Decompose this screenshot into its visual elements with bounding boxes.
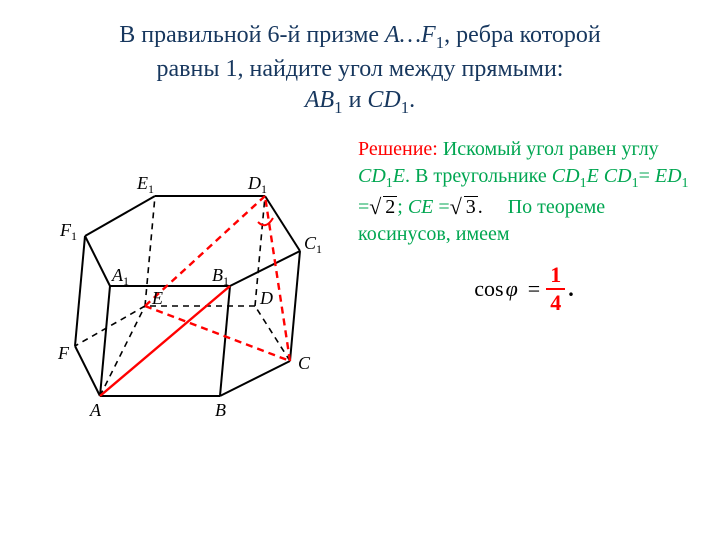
- solution-lead: Решение:: [358, 138, 438, 160]
- svg-text:E1: E1: [136, 173, 154, 196]
- svg-text:B: B: [215, 400, 226, 420]
- sol-ed: ED: [655, 165, 682, 187]
- sqrt2-val: 2: [383, 196, 397, 217]
- title-sub-2: 1: [334, 98, 342, 117]
- sol-cd1e: E: [393, 165, 405, 187]
- prism-figure: A B C D E F A1 B1 C1 D1 E1 F1: [30, 136, 350, 436]
- sol-ceeq: =: [433, 196, 449, 218]
- title-text-2: , ребра которой: [444, 22, 601, 48]
- sol-cd1: CD: [358, 165, 386, 187]
- fn-cos: cos: [474, 274, 503, 304]
- sol-cd1s: 1: [386, 176, 393, 191]
- svg-text:D1: D1: [247, 173, 267, 196]
- sol-ce: CE: [408, 196, 434, 218]
- solution-text: Решение: Искомый угол равен углу CD1E. В…: [350, 136, 690, 436]
- fn-fraction: 1 4: [546, 264, 565, 314]
- title-sub-1: 1: [436, 33, 444, 52]
- sol-cds: 1: [632, 176, 639, 191]
- title-text-4: и: [343, 87, 368, 113]
- fn-phi: φ: [506, 274, 518, 304]
- sol-cd: CD: [604, 165, 632, 187]
- sqrt3: 3: [450, 194, 478, 221]
- svg-text:C: C: [298, 353, 311, 373]
- problem-title: В правильной 6-й призме A…F1, ребра кото…: [30, 20, 690, 118]
- sol-semi: ;: [397, 196, 408, 218]
- sol-eqb: =: [358, 196, 369, 218]
- fn-eq: =: [528, 274, 540, 304]
- sol-tri2: E: [587, 165, 599, 187]
- svg-text:F: F: [57, 343, 70, 363]
- title-var-1: A…F: [385, 22, 436, 48]
- sol-eqa: =: [639, 165, 655, 187]
- svg-text:E: E: [151, 288, 163, 308]
- svg-text:F1: F1: [59, 220, 77, 243]
- title-text-1: В правильной 6-й призме: [119, 22, 385, 48]
- svg-text:A1: A1: [111, 265, 129, 288]
- sol-t1: Искомый угол равен углу: [438, 138, 659, 160]
- sqrt3-val: 3: [464, 196, 478, 217]
- sol-tri1s: 1: [580, 176, 587, 191]
- sol-tri1: CD: [552, 165, 580, 187]
- svg-text:B1: B1: [212, 265, 229, 288]
- title-var-2: AB: [305, 87, 334, 113]
- title-text-5: .: [409, 87, 415, 113]
- sol-eds: 1: [682, 176, 689, 191]
- title-var-3: CD: [367, 87, 400, 113]
- svg-text:A: A: [89, 400, 102, 420]
- sqrt2: 2: [369, 194, 397, 221]
- svg-text:D: D: [259, 288, 273, 308]
- result-formula: cos φ = 1 4 .: [358, 264, 690, 314]
- fn-dot: .: [568, 274, 574, 304]
- fn-den: 4: [546, 288, 565, 314]
- svg-text:C1: C1: [304, 233, 322, 256]
- fn-num: 1: [546, 264, 565, 288]
- sol-t2: . В треугольнике: [405, 165, 552, 187]
- title-text-3: равны 1, найдите угол между прямыми:: [157, 56, 564, 82]
- title-sub-3: 1: [401, 98, 409, 117]
